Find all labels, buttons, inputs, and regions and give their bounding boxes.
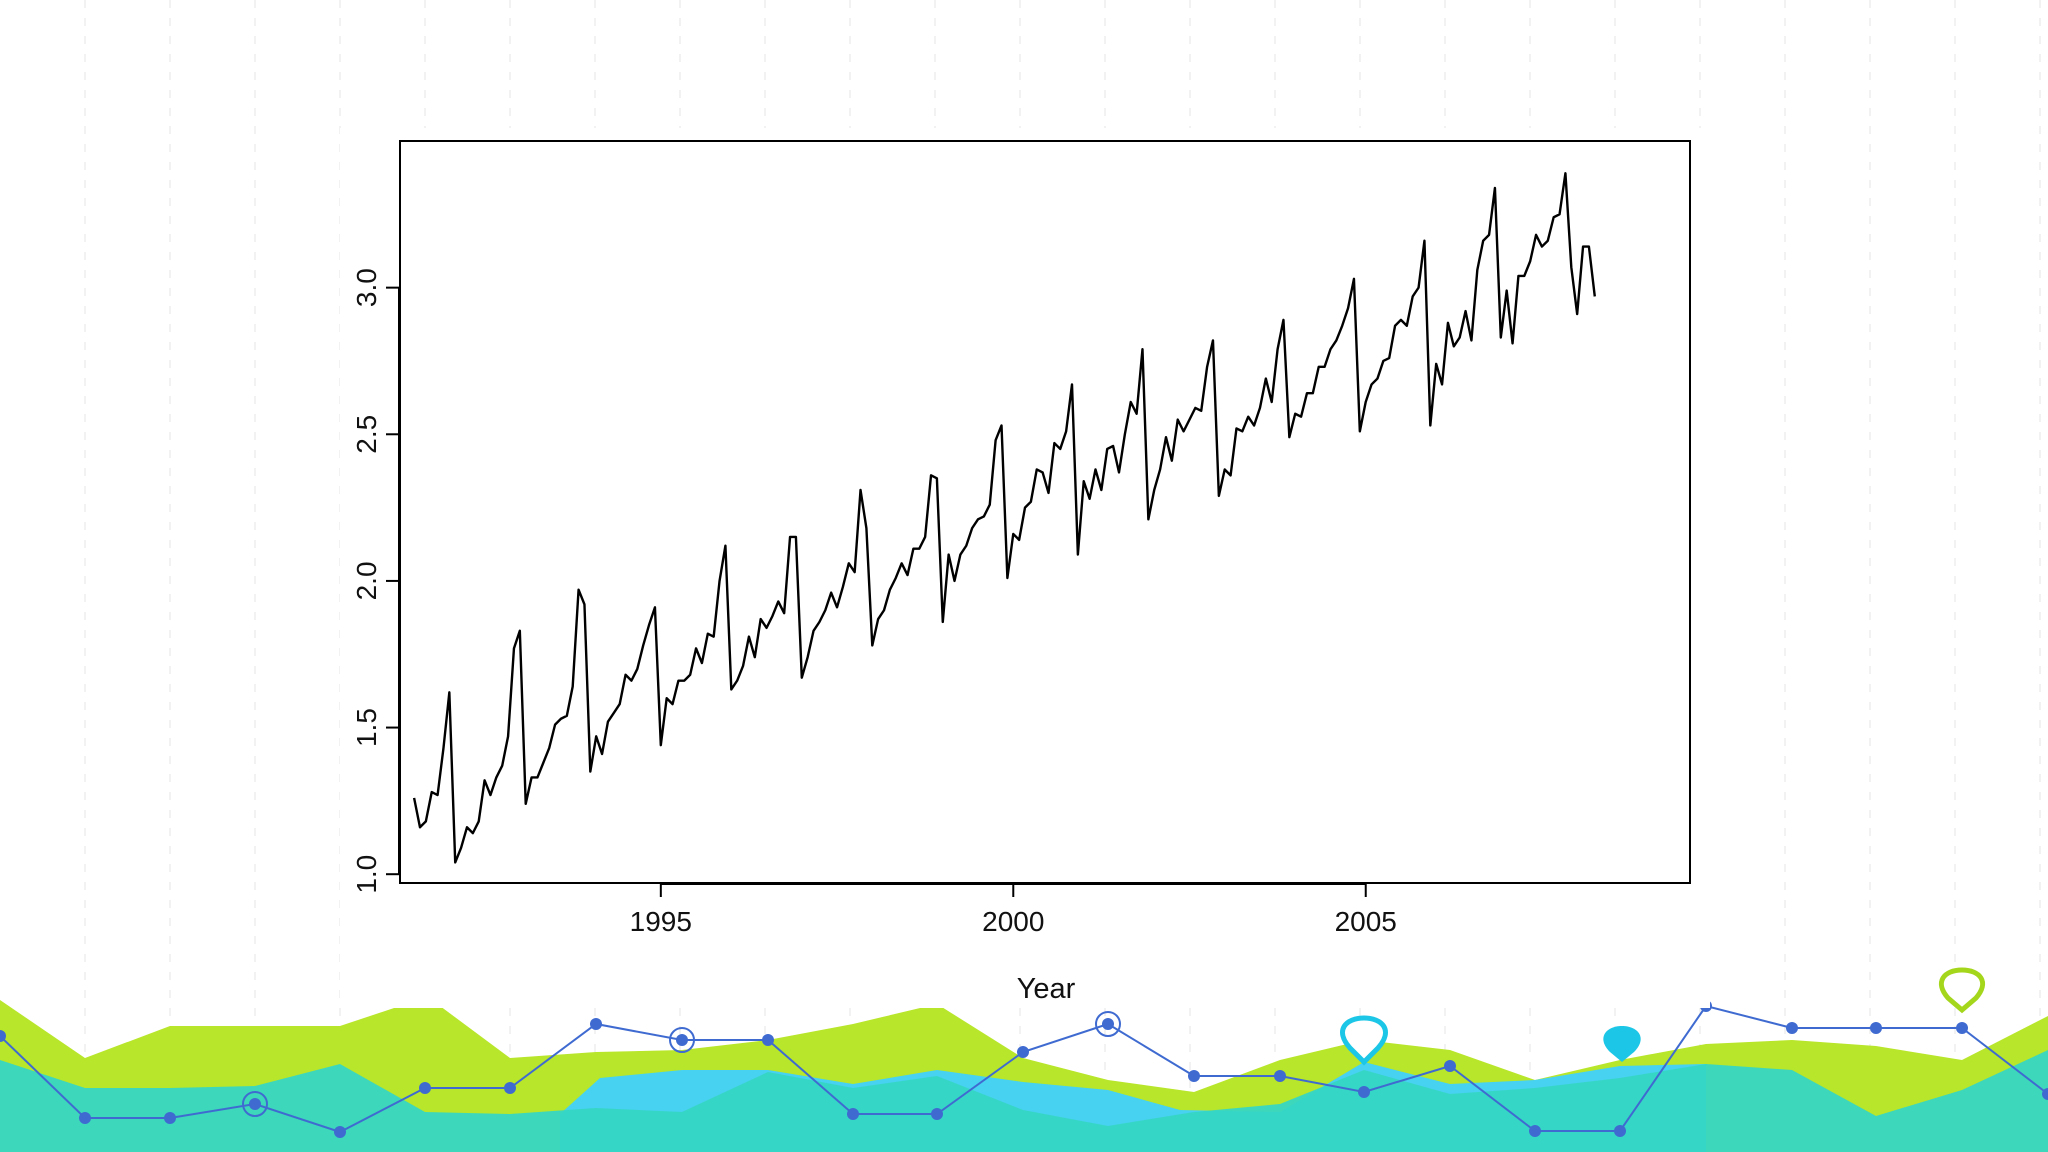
x-axis-title: Year bbox=[1017, 973, 1076, 1005]
decorative-line-marker bbox=[334, 1126, 346, 1138]
x-tick-label: 1995 bbox=[630, 906, 692, 937]
plot-panel bbox=[340, 128, 1710, 1008]
y-tick-label: 1.0 bbox=[351, 855, 382, 894]
decorative-line-marker bbox=[1529, 1125, 1541, 1137]
x-axis: 1995 2000 2005 bbox=[630, 883, 1397, 937]
map-pin-icon-outline bbox=[1340, 1015, 1388, 1066]
decorative-line-marker bbox=[1614, 1125, 1626, 1137]
decorative-line-marker bbox=[79, 1112, 91, 1124]
y-tick-label: 2.0 bbox=[351, 561, 382, 600]
decorative-line-marker bbox=[0, 1030, 6, 1042]
decorative-line-marker bbox=[1358, 1086, 1370, 1098]
decorative-line-marker bbox=[2042, 1088, 2048, 1100]
decorative-line-marker bbox=[1870, 1022, 1882, 1034]
decorative-line-marker bbox=[1956, 1022, 1968, 1034]
decorative-ring-marker bbox=[669, 1027, 695, 1053]
map-pin-icon-lime bbox=[1939, 967, 1985, 1014]
decorative-line-marker bbox=[1274, 1070, 1286, 1082]
decorative-line-marker bbox=[590, 1018, 602, 1030]
decorative-line-marker bbox=[1786, 1022, 1798, 1034]
decorative-line-marker bbox=[504, 1082, 516, 1094]
decorative-line-marker bbox=[762, 1034, 774, 1046]
decorative-line-marker bbox=[164, 1112, 176, 1124]
data-series-line bbox=[412, 172, 1596, 864]
map-pin-icon-filled bbox=[1603, 1026, 1641, 1062]
decorative-ring-marker bbox=[242, 1091, 268, 1117]
x-tick-label: 2000 bbox=[982, 906, 1044, 937]
decorative-line-marker bbox=[931, 1108, 943, 1120]
decorative-line-markers bbox=[0, 1000, 2048, 1138]
y-tick-label: 2.5 bbox=[351, 415, 382, 454]
decorative-line-marker bbox=[676, 1034, 688, 1046]
decorative-line-marker bbox=[1188, 1070, 1200, 1082]
decorative-line-marker bbox=[419, 1082, 431, 1094]
y-tick-label: 1.5 bbox=[351, 708, 382, 747]
y-axis: 1.0 1.5 2.0 2.5 3.0 bbox=[351, 268, 400, 894]
decorative-line-marker bbox=[249, 1098, 261, 1110]
decorative-line-marker bbox=[1444, 1060, 1456, 1072]
decorative-line-marker bbox=[1017, 1046, 1029, 1058]
decorative-line-marker bbox=[847, 1108, 859, 1120]
x-tick-label: 2005 bbox=[1335, 906, 1397, 937]
decorative-line-marker bbox=[1102, 1018, 1114, 1030]
decorative-ring-marker bbox=[1095, 1011, 1121, 1037]
y-tick-label: 3.0 bbox=[351, 268, 382, 307]
